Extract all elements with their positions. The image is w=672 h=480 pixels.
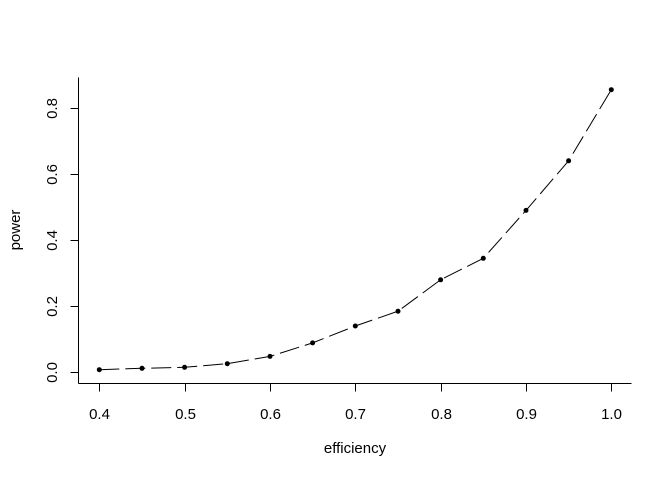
axes-group [78,77,632,384]
data-point [310,340,316,346]
y-ticks-group: 0.0 0.2 0.4 0.6 0.8 [44,98,79,383]
data-point [438,277,444,283]
data-point [267,353,273,359]
x-axis-title: efficiency [324,440,387,457]
x-tick-label: 0.8 [431,406,452,423]
y-tick-label: 0.2 [44,296,61,317]
x-tick-label: 0.6 [260,406,281,423]
data-point [224,361,230,367]
y-tick-label: 0.8 [44,98,61,119]
data-point [523,207,529,213]
x-tick-label: 1.0 [601,406,622,423]
data-point [139,365,145,371]
y-tick-label: 0.4 [44,230,61,251]
data-point [566,158,572,164]
data-point [608,87,614,93]
data-point [182,364,188,370]
x-tick-label: 0.4 [89,406,110,423]
x-tick-label: 0.5 [175,406,196,423]
x-ticks-group: 0.4 0.5 0.6 0.7 0.8 0.9 1.0 [89,383,622,423]
series-group [96,87,614,373]
y-axis-title: power [7,210,24,251]
x-tick-label: 0.9 [516,406,537,423]
data-point [395,308,401,314]
data-point [352,323,358,329]
axis-titles-group: efficiency power [7,210,387,457]
y-tick-label: 0.6 [44,164,61,185]
data-point [96,367,102,373]
y-tick-label: 0.0 [44,362,61,383]
data-point [480,255,486,261]
x-tick-label: 0.7 [345,406,366,423]
